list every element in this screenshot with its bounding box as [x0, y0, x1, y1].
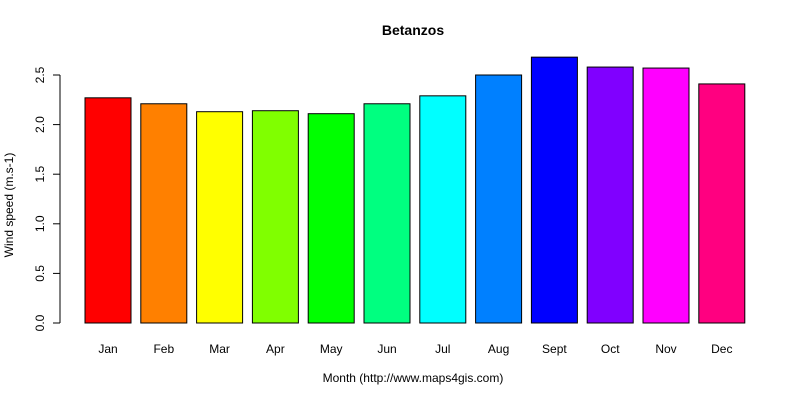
bar-apr — [251, 110, 299, 324]
chart-title: Betanzos — [382, 22, 444, 38]
bar-oct — [586, 66, 634, 324]
y-tick-label: 2.5 — [33, 66, 47, 83]
bars — [84, 56, 746, 324]
bar-jun — [363, 103, 411, 324]
bar-jan — [84, 97, 132, 324]
bar-jul — [419, 95, 467, 324]
bar-aug — [475, 74, 523, 324]
bar-may — [307, 113, 355, 324]
y-tick-label: 0.0 — [33, 314, 47, 331]
y-axis: 0.0 0.5 1.0 1.5 2.0 2.5 — [33, 66, 61, 331]
bar-feb — [140, 103, 188, 324]
bar-dec — [698, 83, 746, 324]
x-tick-label: Apr — [266, 342, 285, 356]
x-tick-label: Jan — [98, 342, 117, 356]
x-tick-label: Feb — [153, 342, 174, 356]
x-axis-tick-labels: Jan Feb Mar Apr May Jun Jul Aug Sept Oct Nov Dec — [98, 342, 732, 356]
y-axis-title: Wind speed (m.s-1) — [2, 153, 16, 258]
x-tick-label: Oct — [601, 342, 620, 356]
y-tick-label: 2.0 — [33, 116, 47, 133]
x-tick-label: Nov — [655, 342, 676, 356]
x-tick-label: May — [320, 342, 343, 356]
bar-nov — [642, 67, 690, 324]
x-tick-label: Jun — [377, 342, 396, 356]
x-tick-label: Dec — [711, 342, 732, 356]
y-tick-label: 1.0 — [33, 215, 47, 232]
bar-sept — [530, 56, 578, 324]
bar-mar — [196, 111, 244, 324]
y-tick-label: 0.5 — [33, 265, 47, 282]
x-axis-title: Month (http://www.maps4gis.com) — [323, 371, 504, 385]
x-tick-label: Mar — [209, 342, 230, 356]
x-tick-label: Jul — [435, 342, 450, 356]
x-tick-label: Sept — [542, 342, 567, 356]
x-tick-label: Aug — [488, 342, 509, 356]
y-tick-label: 1.5 — [33, 166, 47, 183]
